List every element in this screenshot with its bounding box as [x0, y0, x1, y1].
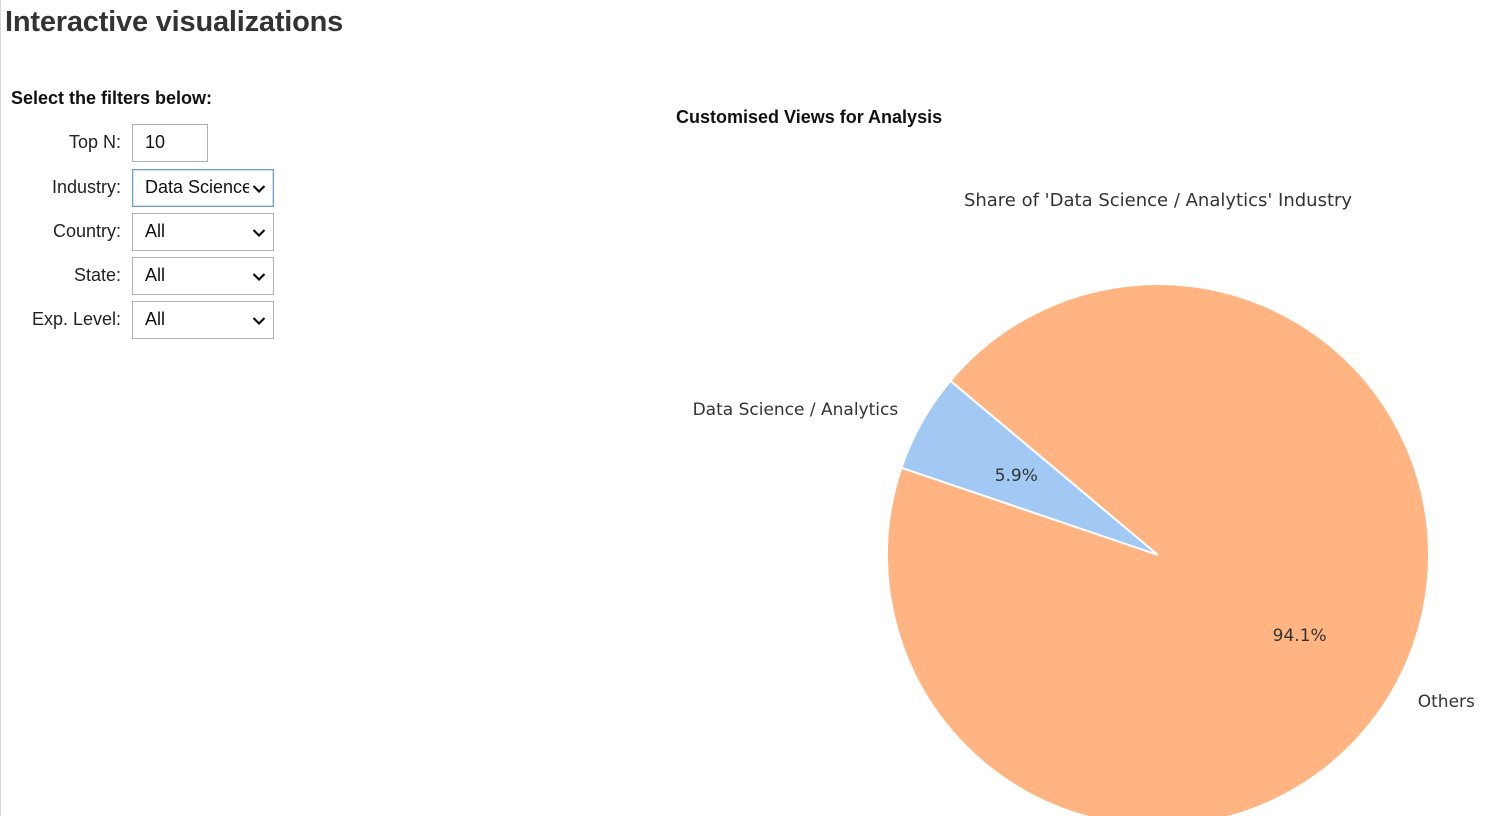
exp-level-select[interactable]: All	[132, 301, 274, 339]
filter-row-country: Country: All	[1, 213, 301, 251]
chart-title: Share of 'Data Science / Analytics' Indu…	[964, 190, 1352, 211]
industry-label: Industry:	[51, 177, 121, 197]
filter-row-top-n: Top N: 10	[1, 124, 301, 162]
exp-level-selected-value: All	[145, 309, 166, 329]
top-n-value: 10	[145, 132, 166, 152]
pie-pct-label: 5.9%	[995, 466, 1038, 486]
state-label: State:	[73, 265, 121, 285]
filters-heading: Select the filters below:	[11, 88, 213, 108]
exp-level-label: Exp. Level:	[31, 309, 121, 329]
chevron-down-icon	[252, 229, 266, 238]
pie-slices	[886, 283, 1430, 816]
filter-row-industry: Industry: Data Science / Analytics	[1, 169, 301, 207]
industry-select[interactable]: Data Science / Analytics	[132, 169, 274, 207]
country-selected-value: All	[145, 221, 166, 241]
state-select[interactable]: All	[132, 257, 274, 295]
state-selected-value: All	[145, 265, 166, 285]
top-n-label: Top N:	[68, 132, 121, 152]
filter-row-state: State: All	[1, 257, 301, 295]
industry-selected-value: Data Science / Analytics	[145, 177, 249, 197]
chart-section-title: Customised Views for Analysis	[676, 107, 943, 127]
chevron-down-icon	[252, 185, 266, 194]
chevron-down-icon	[252, 273, 266, 282]
pie-category-label: Data Science / Analytics	[693, 400, 899, 420]
pie-labels: 5.9% Data Science / Analytics 94.1% Others	[693, 400, 1475, 712]
filter-row-exp-level: Exp. Level: All	[1, 301, 301, 339]
pie-slice-others	[886, 283, 1430, 816]
country-label: Country:	[52, 221, 121, 241]
top-n-input[interactable]: 10	[132, 124, 208, 162]
page-title: Interactive visualizations	[5, 6, 344, 38]
country-select[interactable]: All	[132, 213, 274, 251]
chevron-down-icon	[252, 317, 266, 326]
pie-category-label: Others	[1418, 692, 1475, 712]
pie-pct-label: 94.1%	[1273, 626, 1327, 646]
